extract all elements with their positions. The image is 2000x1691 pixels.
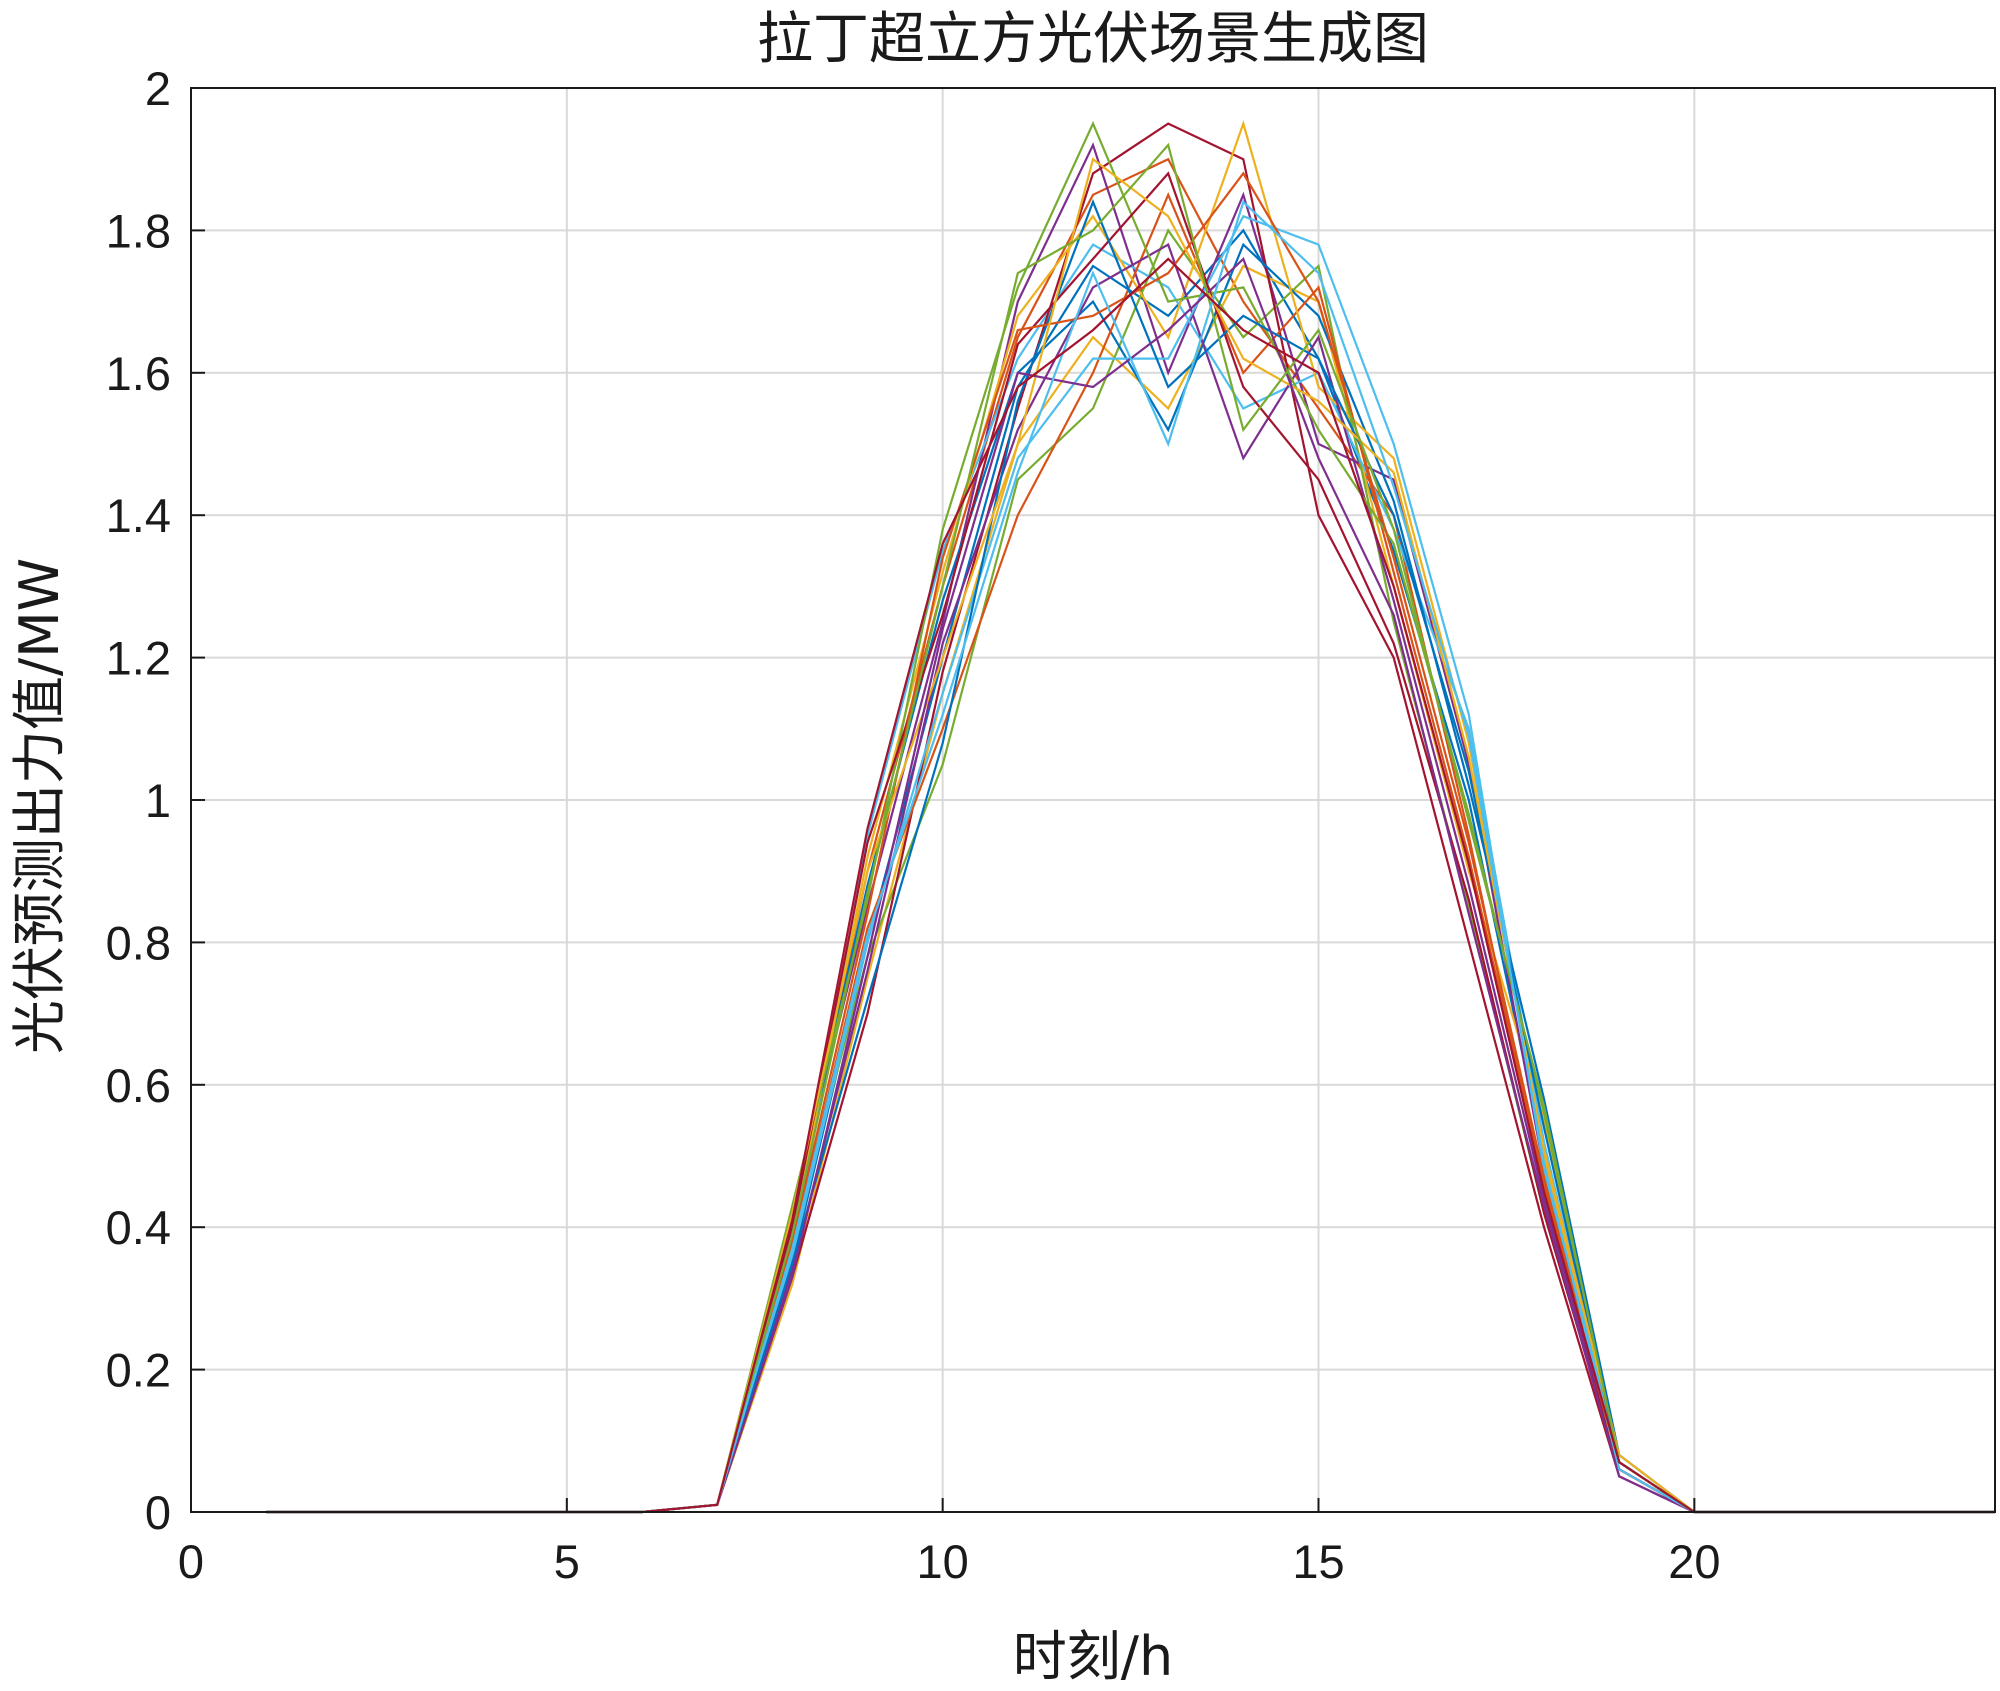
y-tick-label: 0 <box>145 1486 171 1539</box>
y-tick-label: 1.6 <box>106 347 171 400</box>
y-tick-label: 0.4 <box>106 1201 171 1254</box>
y-tick-label: 1.2 <box>106 632 171 685</box>
y-tick-label: 1.8 <box>106 204 171 257</box>
x-axis-ticks: 0 5 10 15 20 <box>178 1498 1720 1588</box>
y-tick-label: 1 <box>145 774 171 827</box>
y-tick-label: 0.6 <box>106 1059 171 1112</box>
y-tick-label: 1.4 <box>106 489 171 542</box>
y-axis-ticks: 0 0.2 0.4 0.6 0.8 1 1.2 1.4 1.6 1.8 2 <box>106 62 205 1539</box>
x-tick-label: 20 <box>1668 1535 1720 1588</box>
x-axis-title: 时刻/h <box>1013 1625 1173 1688</box>
y-tick-label: 0.8 <box>106 916 171 969</box>
y-tick-label: 0.2 <box>106 1344 171 1397</box>
y-axis-title: 光伏预测出力值/MW <box>8 558 71 1054</box>
x-tick-label: 5 <box>554 1535 580 1588</box>
y-tick-label: 2 <box>145 62 171 115</box>
chart-title: 拉丁超立方光伏场景生成图 <box>757 7 1429 72</box>
x-tick-label: 10 <box>917 1535 969 1588</box>
x-tick-label: 0 <box>178 1535 204 1588</box>
x-tick-label: 15 <box>1292 1535 1344 1588</box>
